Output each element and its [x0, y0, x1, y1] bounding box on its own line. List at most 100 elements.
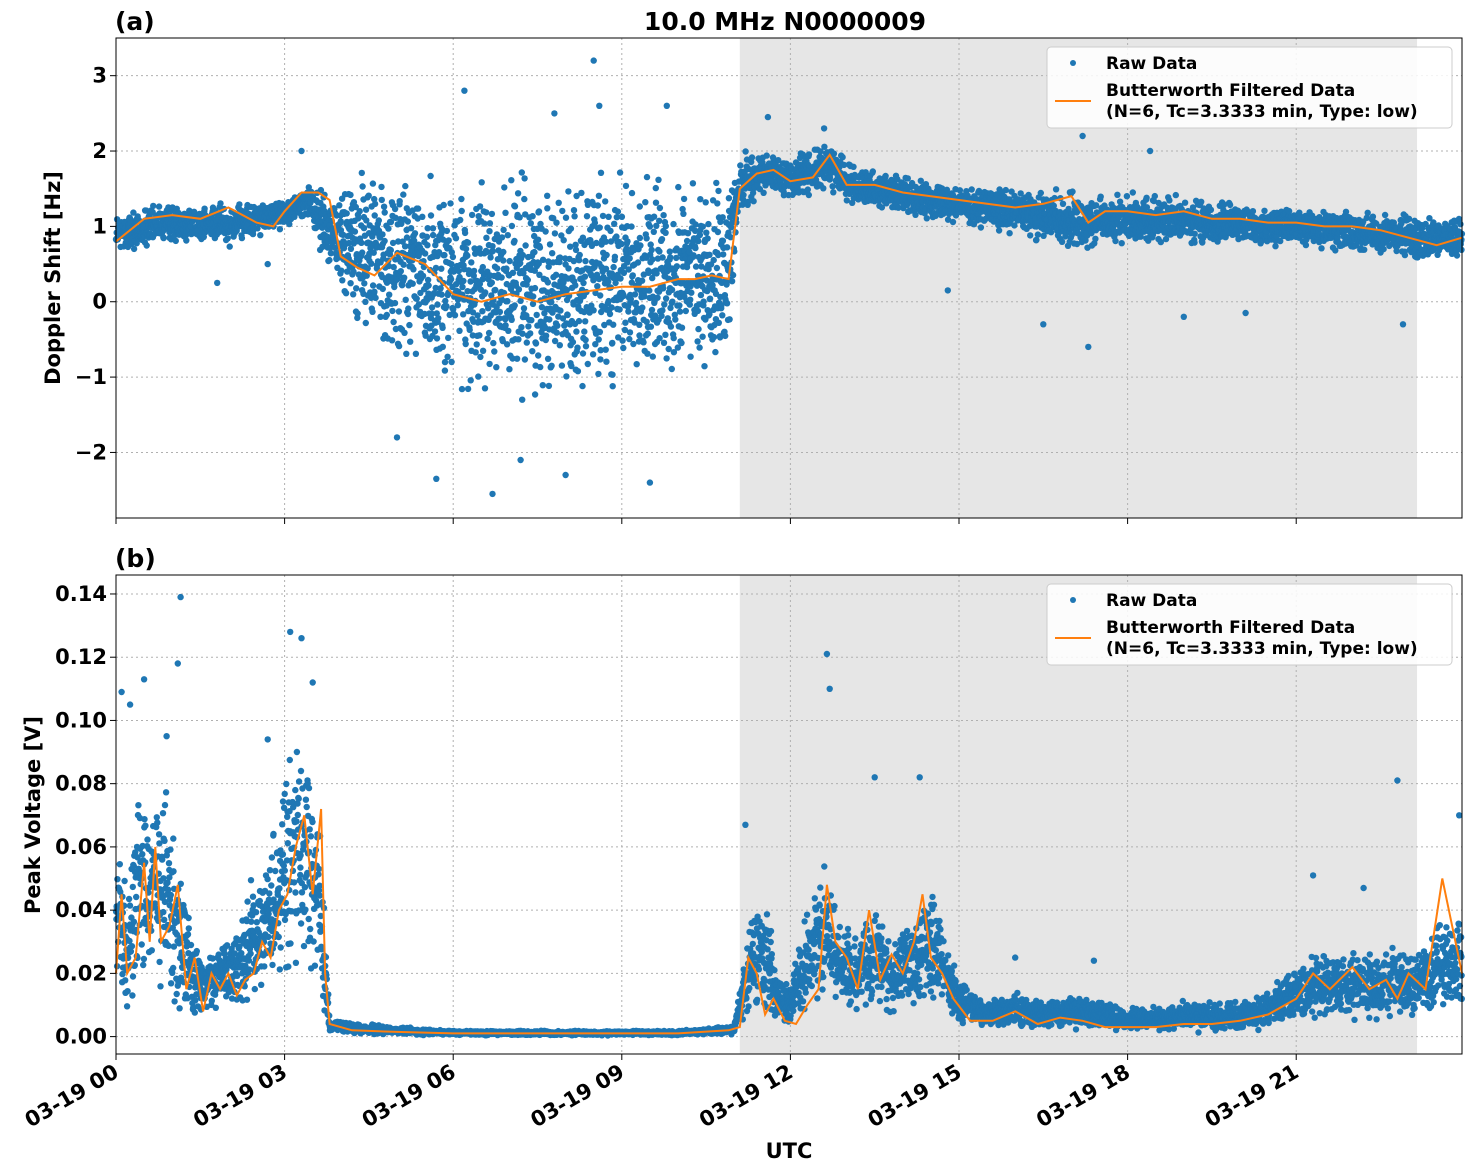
raw-data-point [475, 213, 482, 220]
raw-data-point [714, 228, 722, 236]
raw-data-point [498, 234, 506, 241]
raw-data-point [729, 271, 737, 279]
raw-data-point [487, 254, 494, 261]
raw-data-point [438, 291, 445, 298]
raw-data-point [656, 217, 663, 224]
raw-data-point [748, 154, 756, 161]
raw-data-point [502, 316, 509, 323]
raw-data-point [458, 195, 465, 203]
raw-data-point [1069, 188, 1076, 195]
raw-data-point [1191, 239, 1198, 246]
raw-data-point [493, 364, 500, 371]
raw-data-point [226, 243, 233, 250]
raw-data-point [372, 294, 379, 302]
raw-data-point [574, 368, 582, 375]
raw-data-point [1361, 246, 1368, 253]
raw-data-point [740, 191, 747, 199]
raw-data-point [701, 363, 708, 370]
raw-data-point [710, 333, 718, 341]
raw-data-point [486, 360, 493, 368]
raw-data-point [467, 377, 474, 384]
raw-data-point [326, 244, 334, 252]
raw-data-point [442, 297, 449, 305]
raw-data-point [502, 322, 509, 329]
raw-data-point [363, 272, 370, 279]
raw-data-point [628, 189, 636, 197]
raw-data-point [423, 233, 431, 240]
raw-data-point [555, 199, 562, 206]
raw-data-point [1006, 230, 1013, 237]
raw-data-point [476, 245, 483, 252]
raw-data-point [257, 232, 264, 239]
raw-data-point [670, 334, 677, 342]
raw-data-point [549, 250, 556, 257]
raw-data-point [609, 383, 616, 390]
raw-data-point [576, 251, 583, 259]
raw-data-point [627, 296, 634, 303]
raw-data-point [347, 191, 354, 199]
raw-data-point [391, 283, 398, 291]
raw-data-point [464, 252, 471, 259]
raw-data-point [563, 373, 570, 380]
raw-data-point [462, 340, 469, 348]
raw-data-point [1002, 186, 1009, 194]
raw-data-point [447, 200, 454, 207]
raw-data-point [602, 346, 609, 353]
raw-data-point [539, 256, 547, 263]
raw-data-point [597, 292, 604, 299]
raw-data-point [360, 224, 368, 232]
raw-data-point [546, 316, 553, 323]
raw-data-point [742, 148, 749, 155]
raw-data-point [1181, 199, 1189, 206]
raw-data-point [582, 257, 589, 265]
raw-data-point [522, 242, 529, 249]
raw-data-point [688, 289, 695, 296]
raw-data-point [713, 179, 720, 187]
raw-data-point [520, 305, 528, 312]
raw-data-point [550, 215, 557, 222]
raw-data-point [477, 353, 484, 361]
panel-a-label: (a) [115, 7, 155, 36]
raw-data-point [676, 308, 684, 315]
raw-data-point [695, 237, 702, 245]
raw-data-point [594, 283, 601, 290]
raw-data-point [160, 234, 167, 242]
raw-data-point [715, 187, 722, 195]
raw-data-point [525, 323, 532, 330]
raw-data-point [485, 305, 492, 312]
raw-data-point [672, 316, 679, 323]
raw-data-point [564, 311, 571, 319]
raw-data-point [411, 237, 418, 244]
raw-data-point [805, 191, 812, 199]
raw-data-point [697, 196, 704, 203]
raw-data-point [710, 256, 717, 264]
raw-data-point [668, 365, 675, 373]
chart-title: 10.0 MHz N0000009 [644, 7, 926, 36]
raw-data-point [668, 286, 676, 294]
raw-data-point [456, 327, 463, 334]
raw-data-point [409, 280, 416, 287]
raw-data-point [663, 355, 670, 362]
raw-data-point [687, 353, 694, 360]
raw-data-point [611, 220, 618, 227]
raw-data-point [1318, 245, 1325, 252]
raw-data-point [511, 237, 518, 245]
raw-data-point [439, 343, 446, 350]
raw-data-point [662, 331, 669, 338]
raw-data-point [658, 236, 666, 243]
raw-data-point [445, 237, 452, 244]
raw-data-point [435, 315, 442, 322]
raw-data-point [629, 272, 636, 279]
raw-data-point [580, 279, 587, 287]
raw-data-point [537, 363, 544, 371]
raw-data-point [381, 237, 388, 245]
raw-data-point [1369, 213, 1377, 220]
raw-data-point [616, 306, 623, 313]
raw-data-point [531, 391, 539, 398]
raw-data-point [654, 294, 661, 301]
raw-data-point [448, 358, 455, 366]
raw-data-point [441, 358, 449, 366]
raw-data-point [529, 348, 536, 355]
raw-data-point [699, 223, 706, 230]
raw-data-point [1172, 191, 1180, 199]
